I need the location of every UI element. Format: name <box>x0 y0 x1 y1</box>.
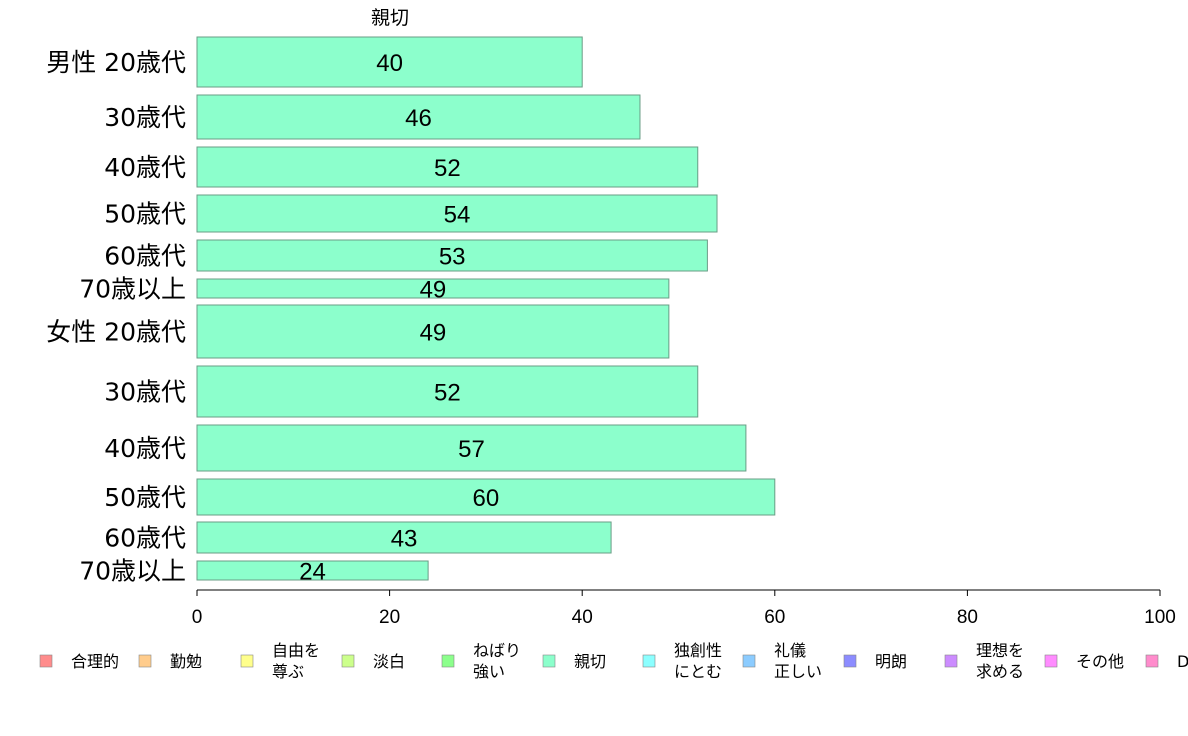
bar-value-label: 40 <box>376 50 403 77</box>
bar-value-label: 46 <box>405 105 432 132</box>
category-label: 40歳代 <box>104 434 186 463</box>
category-label: 30歳代 <box>104 378 186 407</box>
legend-swatch <box>1044 654 1058 668</box>
bar <box>196 194 718 233</box>
legend-label: 親切 <box>574 652 606 671</box>
legend-swatch <box>542 654 556 668</box>
bar <box>196 424 747 472</box>
bar <box>196 94 641 140</box>
legend: 合理的 勤勉 自由を尊ぶ 淡白 ねばり強い 親切 独創性にとむ 礼儀正しい 明朗 理想を求める その… <box>39 641 1188 681</box>
category-label: 女性 20歳代 <box>46 318 186 347</box>
legend-swatch <box>240 654 254 668</box>
bar-value-label: 52 <box>434 380 461 407</box>
bar-value-label: 60 <box>473 485 500 512</box>
legend-label: 明朗 <box>875 652 907 671</box>
bar-value-label: 24 <box>299 559 326 586</box>
chart-title: 親切 <box>371 7 409 29</box>
legend-swatch <box>944 654 958 668</box>
legend-swatch <box>39 654 53 668</box>
bar <box>196 239 708 272</box>
legend-swatch <box>642 654 656 668</box>
legend-swatch <box>341 654 355 668</box>
bar-value-label: 53 <box>439 244 466 271</box>
legend-label: 礼儀正しい <box>774 641 822 681</box>
legend-swatch <box>441 654 455 668</box>
bar-value-label: 43 <box>391 526 418 553</box>
bar <box>196 560 429 581</box>
category-label: 男性 20歳代 <box>46 48 186 77</box>
legend-label: 淡白 <box>373 652 405 671</box>
x-tick-label: 0 <box>192 607 203 628</box>
bar <box>196 521 612 554</box>
legend-label: 自由を尊ぶ <box>272 641 320 681</box>
category-label: 60歳代 <box>104 524 186 553</box>
bar <box>196 365 699 418</box>
x-tick-label: 80 <box>957 607 978 628</box>
legend-swatch <box>1145 654 1159 668</box>
bar <box>196 304 670 359</box>
legend-swatch <box>843 654 857 668</box>
x-tick-label: 20 <box>379 607 400 628</box>
category-label: 60歳代 <box>104 242 186 271</box>
legend-label: 勤勉 <box>170 652 202 671</box>
bar <box>196 278 670 299</box>
x-tick-label: 100 <box>1144 607 1176 628</box>
category-label: 70歳以上 <box>79 557 186 586</box>
legend-swatch <box>742 654 756 668</box>
category-label: 30歳代 <box>104 103 186 132</box>
category-label: 50歳代 <box>104 200 186 229</box>
bar-value-label: 57 <box>458 436 485 463</box>
x-tick-label: 60 <box>764 607 785 628</box>
legend-label: 合理的 <box>71 652 119 671</box>
category-label: 40歳代 <box>104 153 186 182</box>
bar-value-label: 49 <box>420 277 447 304</box>
legend-label: その他 <box>1076 652 1124 671</box>
category-label: 50歳代 <box>104 483 186 512</box>
legend-label: D <box>1177 652 1188 671</box>
legend-label: ねばり強い <box>473 641 521 681</box>
legend-label: 独創性にとむ <box>674 641 722 681</box>
category-label: 70歳以上 <box>79 275 186 304</box>
x-axis: 0 20 40 60 80 100 <box>192 589 1176 628</box>
legend-swatch <box>138 654 152 668</box>
bar <box>196 146 699 188</box>
bar <box>196 478 776 516</box>
bar-value-label: 49 <box>420 320 447 347</box>
bars-group: 40 男性 20歳代 46 30歳代 52 40歳代 54 50歳代 53 60歳代 49 70歳以上… <box>46 36 776 586</box>
bar <box>196 36 583 88</box>
x-tick-label: 40 <box>572 607 593 628</box>
legend-label: 理想を求める <box>976 641 1024 681</box>
bar-value-label: 54 <box>444 202 471 229</box>
bar-value-label: 52 <box>434 155 461 182</box>
